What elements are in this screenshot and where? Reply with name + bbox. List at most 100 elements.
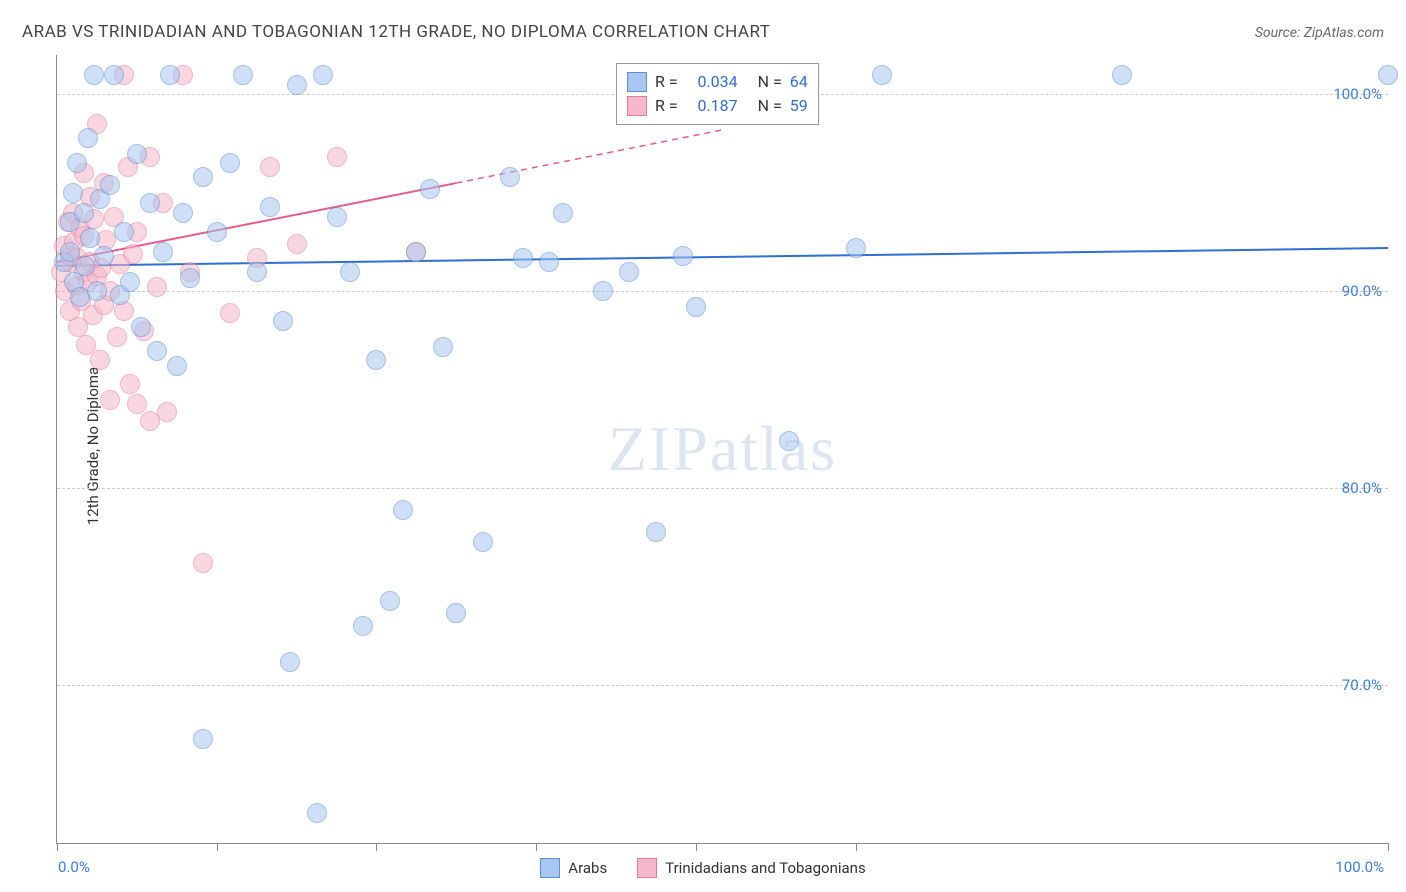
marker-trinidadians: [157, 402, 177, 422]
marker-arabs: [313, 65, 333, 85]
marker-trinidadians: [127, 394, 147, 414]
marker-trinidadians: [260, 157, 280, 177]
chart-plot-area: ZIPatlas 70.0%80.0%90.0%100.0%R =0.034N …: [56, 55, 1388, 844]
header-bar: ARAB VS TRINIDADIAN AND TOBAGONIAN 12TH …: [22, 22, 1384, 42]
marker-arabs: [207, 222, 227, 242]
marker-arabs: [104, 65, 124, 85]
stats-r-value: 0.187: [686, 94, 738, 118]
marker-arabs: [167, 356, 187, 376]
legend-item-trinidadians: Trinidadians and Tobagonians: [637, 858, 865, 878]
marker-arabs: [553, 203, 573, 223]
marker-arabs: [340, 262, 360, 282]
marker-trinidadians: [123, 244, 143, 264]
legend-swatch-trinidadians: [637, 858, 657, 878]
marker-trinidadians: [193, 553, 213, 573]
marker-trinidadians: [120, 374, 140, 394]
x-tick: [217, 843, 218, 851]
x-tick: [57, 843, 58, 851]
marker-arabs: [233, 65, 253, 85]
marker-arabs: [446, 603, 466, 623]
marker-arabs: [100, 175, 120, 195]
y-tick-label: 100.0%: [1333, 85, 1382, 103]
marker-arabs: [619, 262, 639, 282]
marker-arabs: [131, 317, 151, 337]
marker-arabs: [63, 183, 83, 203]
source-label: Source:: [1255, 25, 1300, 41]
legend-label-trinidadians: Trinidadians and Tobagonians: [665, 859, 865, 877]
marker-arabs: [80, 228, 100, 248]
marker-trinidadians: [100, 390, 120, 410]
marker-arabs: [74, 203, 94, 223]
marker-arabs: [673, 246, 693, 266]
stats-swatch-arabs: [627, 72, 647, 92]
legend: Arabs Trinidadians and Tobagonians: [0, 858, 1406, 878]
stats-n-value: 64: [790, 70, 808, 94]
watermark-atlas: atlas: [710, 413, 837, 484]
marker-arabs: [147, 341, 167, 361]
marker-arabs: [75, 256, 95, 276]
marker-trinidadians: [220, 303, 240, 323]
marker-arabs: [353, 616, 373, 636]
marker-arabs: [220, 153, 240, 173]
chart-title: ARAB VS TRINIDADIAN AND TOBAGONIAN 12TH …: [22, 22, 770, 42]
marker-arabs: [779, 431, 799, 451]
marker-arabs: [686, 297, 706, 317]
marker-arabs: [67, 153, 87, 173]
marker-arabs: [307, 803, 327, 823]
marker-arabs: [280, 652, 300, 672]
marker-arabs: [180, 268, 200, 288]
marker-arabs: [1112, 65, 1132, 85]
marker-arabs: [160, 65, 180, 85]
marker-arabs: [433, 337, 453, 357]
marker-arabs: [94, 246, 114, 266]
legend-label-arabs: Arabs: [568, 859, 607, 877]
stats-r-label: R =: [655, 70, 678, 94]
source-credit: Source: ZipAtlas.com: [1255, 25, 1384, 41]
marker-arabs: [84, 65, 104, 85]
marker-arabs: [366, 350, 386, 370]
marker-arabs: [78, 128, 98, 148]
marker-trinidadians: [90, 350, 110, 370]
stats-n-label: N =: [758, 70, 782, 94]
marker-arabs: [593, 281, 613, 301]
stats-r-label: R =: [655, 94, 678, 118]
marker-arabs: [380, 591, 400, 611]
x-tick: [856, 843, 857, 851]
marker-arabs: [193, 729, 213, 749]
marker-arabs: [420, 179, 440, 199]
marker-trinidadians: [287, 234, 307, 254]
y-tick-label: 70.0%: [1342, 676, 1382, 694]
marker-arabs: [153, 242, 173, 262]
stats-r-value: 0.034: [686, 70, 738, 94]
marker-trinidadians: [147, 277, 167, 297]
stats-n-label: N =: [758, 94, 782, 118]
x-tick: [536, 843, 537, 851]
stats-n-value: 59: [790, 94, 808, 118]
x-tick: [1388, 843, 1389, 851]
gridline-h: [57, 488, 1388, 489]
y-tick-label: 90.0%: [1342, 282, 1382, 300]
marker-arabs: [646, 522, 666, 542]
marker-arabs: [872, 65, 892, 85]
gridline-h: [57, 685, 1388, 686]
stats-row-arabs: R = 0.034 N = 64: [627, 70, 808, 94]
trendline: [456, 130, 722, 183]
marker-arabs: [406, 242, 426, 262]
marker-arabs: [260, 197, 280, 217]
stats-swatch-trinidadians: [627, 96, 647, 116]
plot-svg: [57, 55, 1388, 843]
watermark: ZIPatlas: [608, 412, 837, 486]
marker-trinidadians: [327, 147, 347, 167]
marker-arabs: [120, 272, 140, 292]
marker-trinidadians: [107, 327, 127, 347]
gridline-h: [57, 291, 1388, 292]
legend-item-arabs: Arabs: [540, 858, 607, 878]
marker-arabs: [287, 75, 307, 95]
marker-arabs: [247, 262, 267, 282]
marker-arabs: [114, 222, 134, 242]
marker-arabs: [140, 193, 160, 213]
marker-arabs: [473, 532, 493, 552]
stats-box: R = 0.034 N = 64 R = 0.187 N = 59: [616, 63, 819, 125]
marker-arabs: [846, 238, 866, 258]
marker-arabs: [193, 167, 213, 187]
